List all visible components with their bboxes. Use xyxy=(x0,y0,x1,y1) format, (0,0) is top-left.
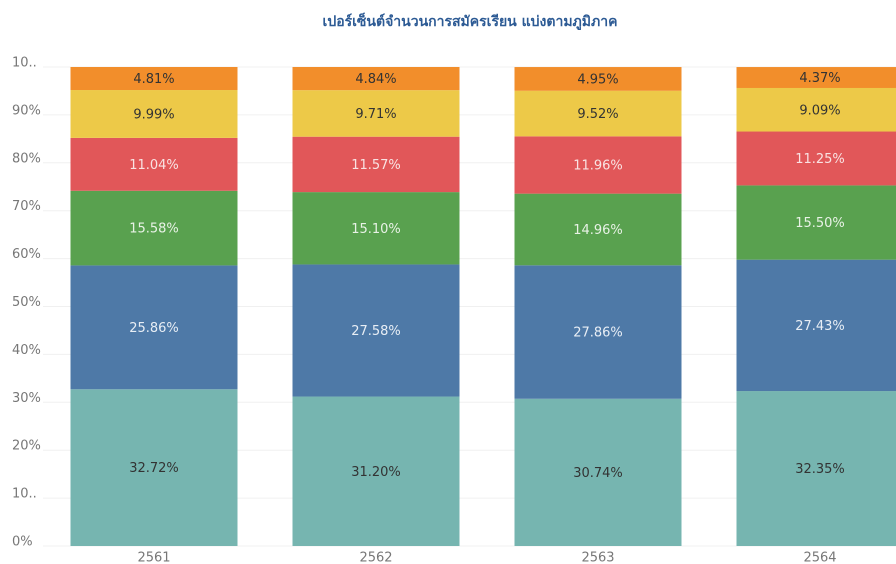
y-tick-label: 50% xyxy=(12,295,41,310)
data-label: 14.96% xyxy=(573,223,623,238)
data-label: 4.37% xyxy=(799,71,840,86)
bar-segment xyxy=(292,396,460,546)
data-label: 4.84% xyxy=(355,72,396,87)
bar-segment xyxy=(514,193,682,266)
bar-segment xyxy=(736,259,896,392)
bar-segment xyxy=(514,67,682,91)
y-tick-label: 0% xyxy=(12,535,33,550)
data-label: 11.25% xyxy=(795,152,845,167)
y-tick-label: 10.. xyxy=(12,56,37,71)
bar-segment xyxy=(292,67,460,91)
bar-segment xyxy=(70,265,238,390)
bar-segment xyxy=(736,185,896,260)
bar-segment xyxy=(514,90,682,137)
data-label: 32.72% xyxy=(129,461,179,476)
bar-segment xyxy=(514,398,682,546)
y-tick-label: 60% xyxy=(12,247,41,262)
data-label: 11.04% xyxy=(129,158,179,173)
y-tick-label: 10.. xyxy=(12,487,37,502)
data-label: 15.50% xyxy=(795,216,845,231)
bar-segment xyxy=(736,131,896,186)
bar-segment xyxy=(292,136,460,193)
data-label: 32.35% xyxy=(795,462,845,477)
bar-segment xyxy=(292,264,460,397)
data-label: 27.86% xyxy=(573,326,623,341)
chart-title: เปอร์เซ็นต์จำนวนการสมัครเรียน แบ่งตามภูม… xyxy=(323,12,618,30)
y-tick-label: 20% xyxy=(12,439,41,454)
bar-segment xyxy=(514,265,682,399)
data-label: 9.99% xyxy=(133,107,174,122)
bar-segment xyxy=(736,391,896,546)
bar-segment xyxy=(70,90,238,138)
data-label: 9.52% xyxy=(577,107,618,122)
data-label: 4.81% xyxy=(133,72,174,87)
bar-segment xyxy=(70,190,238,266)
bar-segment xyxy=(514,136,682,194)
y-tick-label: 40% xyxy=(12,343,41,358)
bar-segment xyxy=(292,192,460,265)
bar-segment xyxy=(70,389,238,546)
bar-segment xyxy=(70,67,238,91)
data-label: 9.71% xyxy=(355,107,396,122)
data-label: 27.58% xyxy=(351,324,401,339)
data-label: 11.57% xyxy=(351,158,401,173)
x-tick-label: 2564 xyxy=(803,551,836,564)
data-label: 4.95% xyxy=(577,72,618,87)
x-tick-label: 2562 xyxy=(359,551,392,564)
data-label: 30.74% xyxy=(573,466,623,481)
bar-segment xyxy=(736,67,896,88)
x-tick-label: 2563 xyxy=(581,551,614,564)
bar-segment xyxy=(292,90,460,137)
bar-segment xyxy=(70,137,238,191)
data-label: 11.96% xyxy=(573,159,623,174)
y-tick-label: 70% xyxy=(12,199,41,214)
data-label: 27.43% xyxy=(795,319,845,334)
data-label: 9.09% xyxy=(799,103,840,118)
data-label: 25.86% xyxy=(129,321,179,336)
y-tick-label: 80% xyxy=(12,151,41,166)
data-label: 31.20% xyxy=(351,465,401,480)
y-tick-label: 90% xyxy=(12,103,41,118)
data-label: 15.10% xyxy=(351,222,401,237)
x-tick-label: 2561 xyxy=(137,551,170,564)
data-label: 15.58% xyxy=(129,222,179,237)
y-tick-label: 30% xyxy=(12,391,41,406)
bar-segment xyxy=(736,87,896,132)
